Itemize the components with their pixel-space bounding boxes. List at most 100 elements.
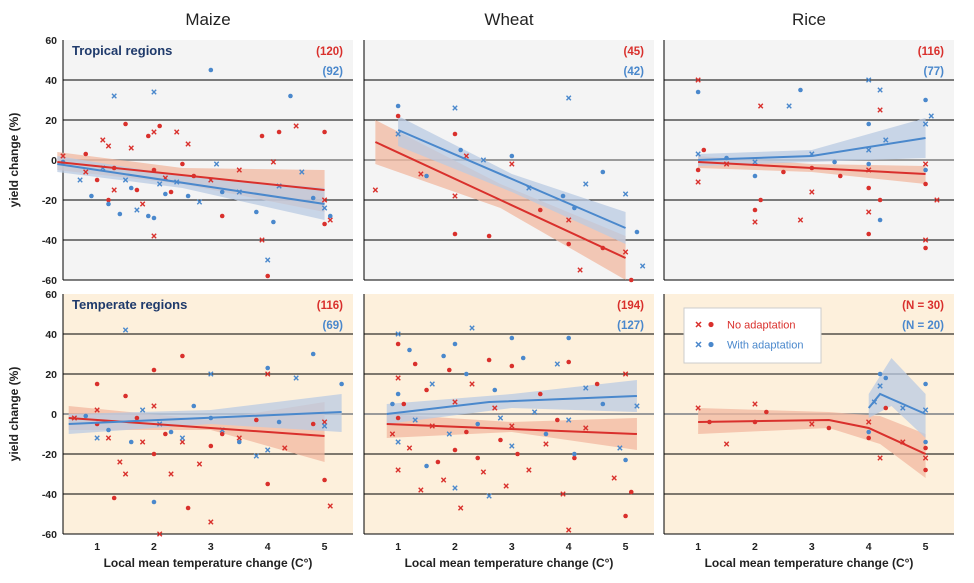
x-tick-label: 5 [322,541,328,553]
point-with-adaptation [560,193,566,199]
y-axis-label: yield change (%) [7,367,21,462]
point-with-adaptation [866,121,872,127]
point-with-adaptation [321,423,328,429]
point-no-adaptation [134,187,140,193]
point-no-adaptation [628,489,634,495]
count-with-adaptation: (42) [624,66,645,78]
point-with-adaptation [492,387,498,393]
point-no-adaptation [265,273,271,279]
point-with-adaptation [922,121,929,127]
count-with-adaptation: (127) [617,320,644,332]
point-no-adaptation [526,467,532,473]
count-with-adaptation: (77) [924,66,945,78]
point-with-adaptation [543,431,549,437]
point-with-adaptation [441,353,446,359]
y-tick-label: 60 [45,35,57,47]
point-no-adaptation [174,129,180,135]
point-with-adaptation [464,371,469,377]
point-with-adaptation [390,401,395,407]
point-no-adaptation [321,419,328,425]
point-with-adaptation [145,213,151,219]
confidence-band-no-adaptation [386,414,637,450]
point-no-adaptation [94,381,100,387]
point-no-adaptation [922,455,929,461]
point-no-adaptation [83,151,89,157]
trend-line-with-adaptation [397,129,626,229]
point-no-adaptation [566,527,572,533]
point-no-adaptation [866,231,872,237]
point-with-adaptation [128,185,134,191]
point-no-adaptation [695,77,701,83]
point-with-adaptation [900,405,906,411]
x-tick-label: 5 [923,541,929,553]
point-no-adaptation [372,187,379,193]
point-no-adaptation [424,387,429,393]
point-with-adaptation [424,463,429,469]
point-with-adaptation [89,193,94,199]
point-no-adaptation [537,207,543,213]
point-with-adaptation [179,435,186,441]
point-with-adaptation [213,161,220,167]
point-no-adaptation [594,381,600,387]
point-with-adaptation [752,159,758,165]
point-with-adaptation [600,169,606,175]
point-with-adaptation [446,431,452,437]
point-with-adaptation [786,103,792,109]
point-with-adaptation [617,445,623,451]
point-no-adaptation [395,467,401,473]
point-no-adaptation [866,419,872,425]
point-with-adaptation [151,499,157,505]
y-tick-label: -40 [42,235,57,247]
legend-cross-no [695,321,702,328]
point-with-adaptation [163,191,168,197]
point-no-adaptation [105,435,112,441]
point-with-adaptation [219,189,225,195]
point-with-adaptation [395,131,401,137]
point-with-adaptation [407,347,412,353]
point-with-adaptation [923,381,928,387]
point-no-adaptation [163,431,168,437]
count-with-adaptation: (92) [323,66,344,78]
point-no-adaptation [94,177,100,183]
point-no-adaptation [752,401,758,407]
point-with-adaptation [94,435,100,441]
point-no-adaptation [185,141,191,147]
point-no-adaptation [809,189,815,195]
point-with-adaptation [156,181,163,187]
y-tick-label: 40 [45,75,57,87]
point-no-adaptation [469,381,475,387]
point-no-adaptation [105,143,112,149]
point-with-adaptation [424,173,429,179]
point-no-adaptation [883,405,889,411]
point-with-adaptation [866,429,872,435]
point-with-adaptation [168,429,174,435]
point-with-adaptation [622,191,629,197]
point-no-adaptation [701,147,707,153]
point-no-adaptation [180,161,185,167]
point-no-adaptation [128,145,134,151]
panel-temperate-maize: -60 -40 -20 0 20 40 60 1 2 3 4 5 (116) (69) Temperate … [42,289,353,553]
point-no-adaptation [117,459,123,465]
point-no-adaptation [276,129,282,135]
panel-tropical-wheat: (45) (42) [363,40,654,283]
point-no-adaptation [480,469,487,475]
point-with-adaptation [271,219,276,225]
trend-line-with-adaptation [68,411,342,425]
point-no-adaptation [723,441,730,447]
legend-dot-with [708,341,714,348]
point-no-adaptation [837,173,843,179]
y-tick-label: -20 [42,195,57,207]
point-no-adaptation [395,341,401,347]
confidence-band-with-adaptation [868,358,926,438]
point-with-adaptation [151,89,157,95]
point-no-adaptation [486,233,492,239]
point-no-adaptation [139,201,146,207]
crop-title: Maize [185,10,230,29]
point-no-adaptation [463,153,470,159]
point-with-adaptation [486,493,492,499]
point-with-adaptation [883,375,889,381]
point-with-adaptation [866,161,872,167]
x-tick-label: 2 [752,541,758,553]
point-with-adaptation [122,327,129,333]
point-no-adaptation [293,123,299,129]
